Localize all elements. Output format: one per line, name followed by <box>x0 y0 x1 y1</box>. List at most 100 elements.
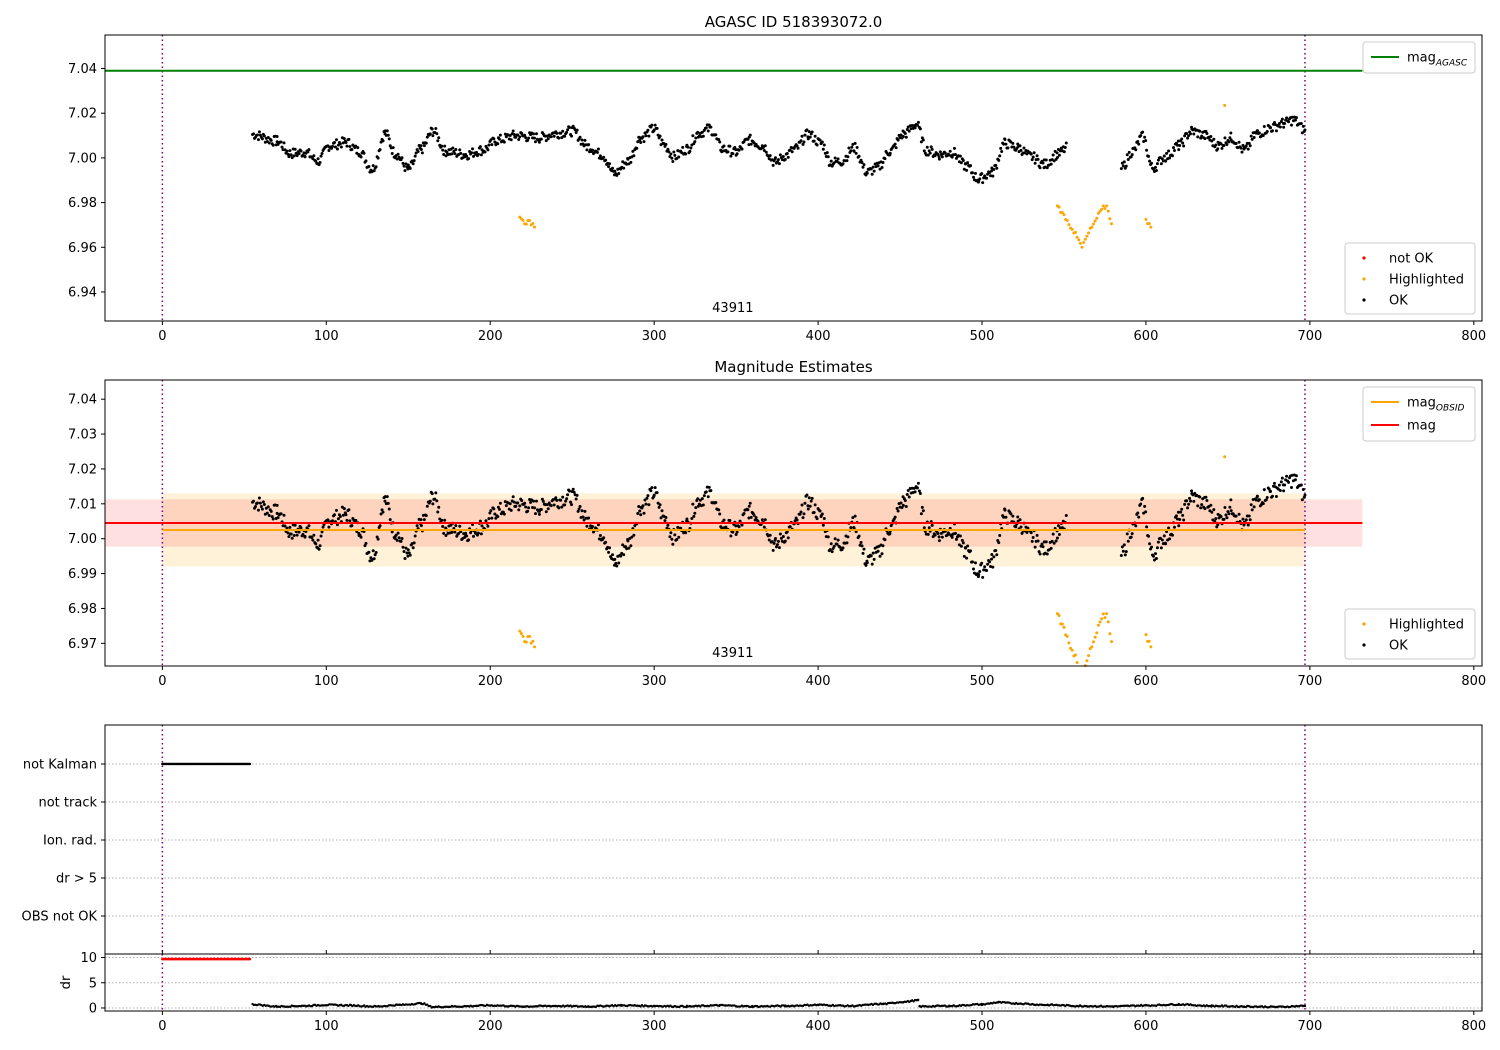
ok-point <box>880 166 884 170</box>
ok-point <box>253 504 257 508</box>
ok-point <box>275 135 279 139</box>
ok-point <box>672 150 676 154</box>
legend-label-subscript: OBSID <box>1436 404 1465 414</box>
ok-point <box>255 501 259 505</box>
y-tick-label: 6.98 <box>68 196 97 211</box>
ok-point <box>896 138 900 142</box>
dr-point <box>429 1004 432 1008</box>
ok-point <box>778 532 782 536</box>
x-tick-label: 0 <box>158 329 166 344</box>
ok-point <box>937 155 941 159</box>
ok-point <box>1122 543 1126 547</box>
ok-point <box>1125 153 1129 157</box>
ok-point <box>512 500 516 504</box>
ok-point <box>880 552 884 556</box>
ok-point <box>632 533 636 537</box>
ok-point <box>826 155 830 159</box>
x-tick-label: 600 <box>1134 329 1159 344</box>
ok-point <box>1145 525 1149 529</box>
ok-point <box>1282 489 1286 493</box>
ok-point <box>1019 525 1023 529</box>
ok-point <box>1290 486 1294 490</box>
ok-point <box>413 154 417 158</box>
ok-point <box>1144 139 1148 143</box>
y-tick-label: 7.03 <box>68 428 97 443</box>
ok-point <box>258 501 262 505</box>
ok-point <box>1012 145 1016 149</box>
ok-point <box>559 498 563 502</box>
ok-point <box>1199 506 1203 510</box>
ok-point <box>544 510 548 514</box>
ok-point <box>257 496 261 500</box>
ok-point <box>275 503 279 507</box>
ok-point <box>718 140 722 144</box>
ok-point <box>653 123 657 127</box>
ok-point <box>496 515 500 519</box>
highlighted-point <box>1144 633 1148 637</box>
ok-point <box>292 154 296 158</box>
ok-point <box>367 550 371 554</box>
ok-point <box>667 150 671 154</box>
ok-point <box>828 548 832 552</box>
ok-point <box>904 135 908 139</box>
ok-point <box>431 134 435 138</box>
ok-point <box>937 157 941 161</box>
ok-point <box>526 138 530 142</box>
legend-label: mag <box>1407 419 1436 434</box>
mag-mid-panel: Magnitude Estimates 43911 0 100 200 300 400 500… <box>68 358 1486 689</box>
ok-point <box>921 138 925 142</box>
ok-point <box>762 525 766 529</box>
legend-lower: not OK Highlighted OK <box>1344 242 1476 315</box>
ok-point <box>1038 552 1042 556</box>
ok-point <box>613 169 617 173</box>
ok-point <box>888 532 892 536</box>
highlighted-point <box>1095 631 1099 635</box>
ok-point <box>574 130 578 134</box>
highlighted-point <box>529 641 533 645</box>
ok-point <box>633 524 637 528</box>
ok-point <box>657 505 661 509</box>
ok-point <box>457 531 461 535</box>
ok-point <box>431 502 435 506</box>
highlighted-point <box>1105 204 1109 208</box>
ok-point <box>1155 162 1159 166</box>
ok-point <box>490 143 494 147</box>
ok-point <box>706 495 710 499</box>
ok-point <box>1160 538 1164 542</box>
ok-point <box>1168 537 1172 541</box>
ok-point <box>569 500 573 504</box>
ok-point <box>857 154 861 158</box>
ok-point <box>740 147 744 151</box>
ok-point <box>813 134 817 138</box>
ok-point <box>373 553 377 557</box>
ok-point <box>310 536 314 540</box>
ok-point <box>1234 141 1238 145</box>
ok-point <box>836 157 840 161</box>
ok-point <box>799 139 803 143</box>
ok-point <box>1176 510 1180 514</box>
ok-point <box>320 152 324 156</box>
ok-point <box>818 509 822 513</box>
ok-point <box>1176 139 1180 143</box>
ok-point <box>320 530 324 534</box>
ok-point <box>1162 534 1166 538</box>
ok-point <box>962 554 966 558</box>
ok-point <box>912 486 916 490</box>
obsid-annotation: 43911 <box>712 646 753 661</box>
ok-point <box>289 532 293 536</box>
ok-point <box>1252 135 1256 139</box>
ok-point <box>1227 512 1231 516</box>
ok-point <box>1174 514 1178 518</box>
ok-point <box>425 135 429 139</box>
ok-point <box>577 507 581 511</box>
ok-point <box>748 133 752 137</box>
ok-point <box>896 509 900 513</box>
ok-point <box>768 533 772 537</box>
ok-point <box>852 149 856 153</box>
ok-point <box>1030 539 1034 543</box>
ok-point <box>434 491 438 495</box>
ok-point <box>677 535 681 539</box>
ok-point <box>641 504 645 508</box>
ok-point <box>591 525 595 529</box>
ok-point <box>1143 135 1147 139</box>
